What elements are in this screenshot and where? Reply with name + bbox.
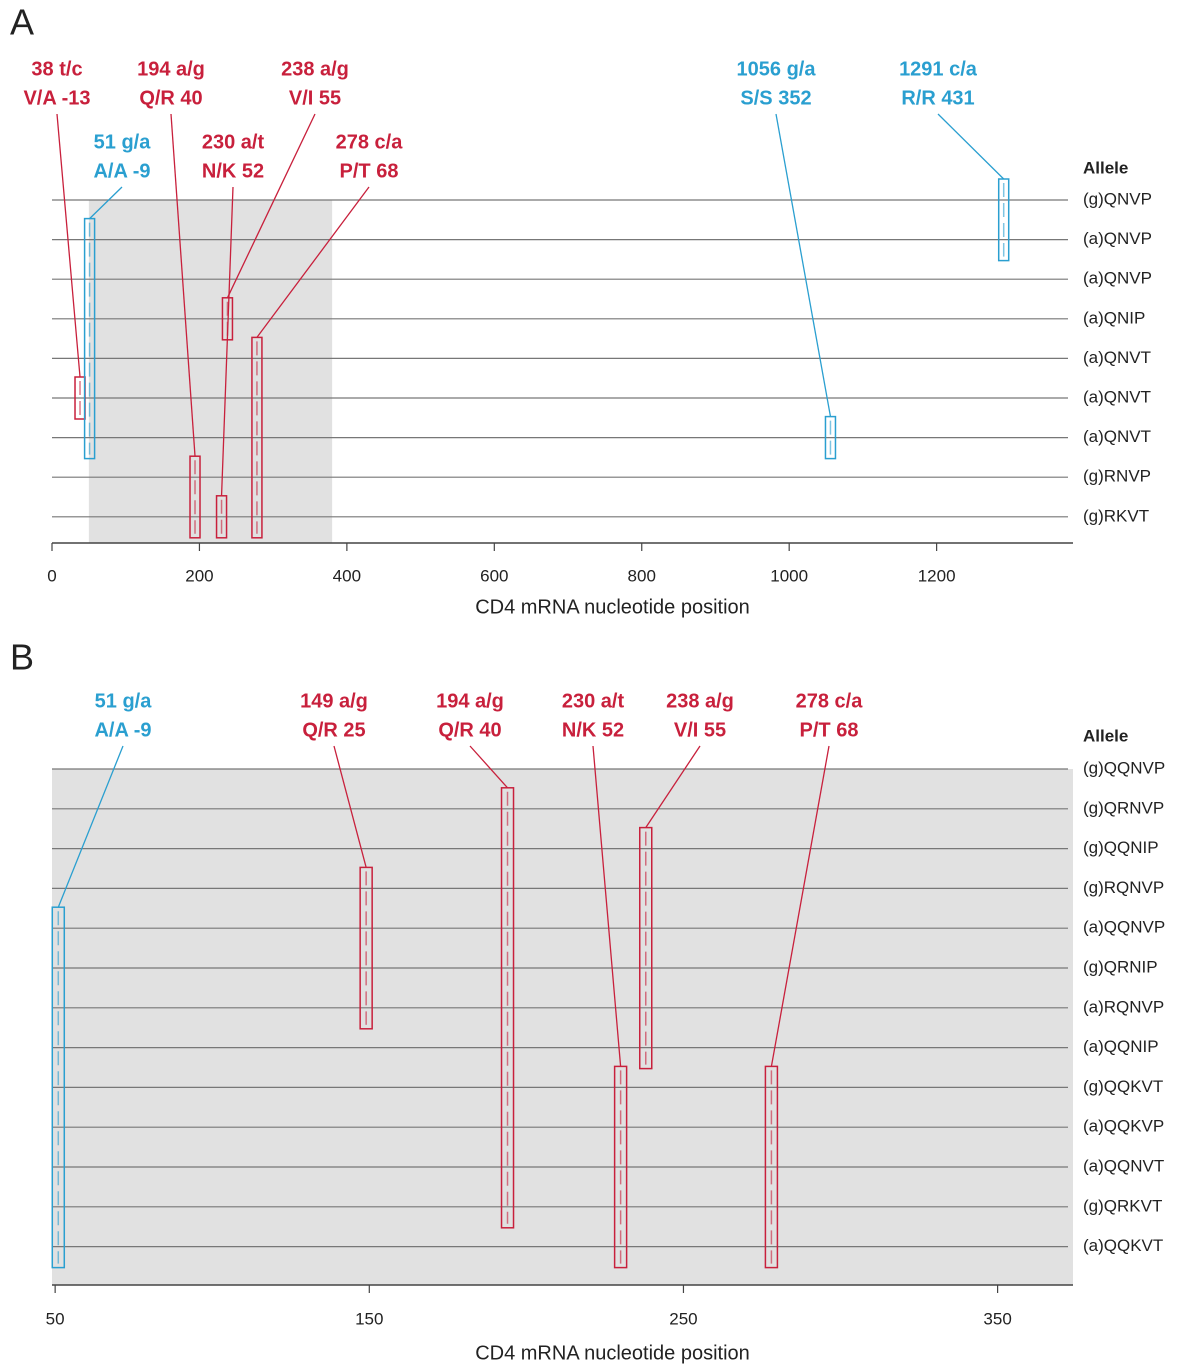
x-tick-label: 1000 [770, 566, 808, 585]
leader-line [770, 745, 830, 1067]
variant-label: 194 a/g [436, 690, 504, 712]
variant-label: 149 a/g [300, 690, 368, 712]
allele-label: (a)QQKVT [1083, 1236, 1163, 1255]
leader-line [220, 186, 234, 496]
allele-label: (g)QRKVT [1083, 1196, 1162, 1215]
variant-box [824, 415, 837, 460]
allele-label: (g)RKVT [1083, 506, 1149, 525]
allele-label: (a)QNVP [1083, 269, 1152, 288]
allele-label: (a)QQNVT [1083, 1156, 1164, 1175]
allele-label: (g)RQNVP [1083, 878, 1164, 897]
variant-effect: N/K 52 [562, 719, 624, 741]
allele-label: (a)QNVT [1083, 348, 1151, 367]
x-tick-label: 150 [355, 1309, 383, 1328]
allele-label: (g)QQNIP [1083, 838, 1159, 857]
leader-line [256, 186, 370, 338]
variant-label: 278 c/a [336, 131, 404, 153]
rows-title: Allele [1083, 158, 1128, 177]
variant-box [83, 217, 96, 460]
allele-label: (g)QNVP [1083, 189, 1152, 208]
allele-label: (a)QNIP [1083, 308, 1145, 327]
variant-box [764, 1065, 779, 1269]
x-tick-label: 800 [628, 566, 656, 585]
variant-effect: P/T 68 [800, 719, 859, 741]
allele-label: (a)QNVT [1083, 387, 1151, 406]
variant-box [215, 495, 228, 539]
allele-label: (a)QNVT [1083, 427, 1151, 446]
variant-box [189, 455, 201, 539]
leader-line [89, 186, 123, 220]
allele-label: (a)QNVP [1083, 229, 1152, 248]
variant-effect: S/S 352 [740, 87, 811, 109]
x-axis-label: CD4 mRNA nucleotide position [475, 596, 750, 618]
allele-label: (g)QQNVP [1083, 758, 1165, 777]
leader-line [937, 113, 1005, 180]
variant-box [221, 297, 234, 341]
x-axis-label: CD4 mRNA nucleotide position [475, 1342, 750, 1364]
leader-line [592, 745, 622, 1067]
allele-label: (g)QQKVT [1083, 1077, 1163, 1096]
variant-box [251, 336, 263, 539]
variant-effect: Q/R 40 [139, 87, 202, 109]
allele-label: (a)RQNVP [1083, 997, 1164, 1016]
variant-label: 238 a/g [281, 58, 349, 80]
variant-box [997, 178, 1010, 262]
variant-label: 1291 c/a [899, 58, 978, 80]
shaded-region [52, 769, 1073, 1285]
variant-effect: N/K 52 [202, 160, 264, 182]
variant-effect: Q/R 25 [302, 719, 365, 741]
variant-effect: Q/R 40 [438, 719, 501, 741]
variant-box [51, 906, 66, 1269]
allele-label: (a)QQNVP [1083, 918, 1165, 937]
x-tick-label: 350 [983, 1309, 1011, 1328]
allele-label: (a)QQKVP [1083, 1117, 1164, 1136]
variant-box [359, 866, 373, 1030]
leader-line [56, 113, 81, 378]
leader-line [775, 113, 832, 417]
x-tick-label: 0 [47, 566, 56, 585]
variant-box [639, 826, 653, 1070]
x-tick-label: 600 [480, 566, 508, 585]
allele-label: (g)RNVP [1083, 467, 1151, 486]
rows-title: Allele [1083, 726, 1128, 745]
allele-label: (a)QQNIP [1083, 1037, 1159, 1056]
variant-effect: V/I 55 [289, 87, 341, 109]
variant-effect: V/I 55 [674, 719, 726, 741]
leader-line [645, 745, 701, 828]
variant-effect: P/T 68 [340, 160, 399, 182]
panel-label: A [10, 2, 34, 43]
variant-label: 51 g/a [95, 690, 153, 712]
x-tick-label: 50 [46, 1309, 65, 1328]
x-tick-label: 200 [185, 566, 213, 585]
variant-label: 38 t/c [31, 58, 82, 80]
x-tick-label: 400 [333, 566, 361, 585]
x-tick-label: 250 [669, 1309, 697, 1328]
variant-effect: V/A -13 [23, 87, 90, 109]
shaded-region [88, 200, 333, 543]
variant-label: 278 c/a [796, 690, 864, 712]
variant-box [500, 787, 515, 1229]
variant-box [613, 1065, 628, 1269]
variant-label: 1056 g/a [737, 58, 817, 80]
allele-label: (g)QRNIP [1083, 957, 1158, 976]
variant-label: 238 a/g [666, 690, 734, 712]
leader-line [469, 745, 509, 789]
variant-label: 51 g/a [94, 131, 152, 153]
variant-label: 230 a/t [202, 131, 265, 153]
variant-effect: A/A -9 [94, 719, 151, 741]
variant-label: 230 a/t [562, 690, 625, 712]
variant-effect: R/R 431 [901, 87, 974, 109]
leader-line [333, 745, 367, 868]
leader-line [226, 113, 316, 299]
variant-label: 194 a/g [137, 58, 205, 80]
x-tick-label: 1200 [918, 566, 956, 585]
variant-effect: A/A -9 [93, 160, 150, 182]
leader-line [170, 113, 196, 457]
allele-label: (g)QRNVP [1083, 798, 1164, 817]
panel-label: B [10, 637, 34, 678]
leader-line [57, 745, 124, 908]
